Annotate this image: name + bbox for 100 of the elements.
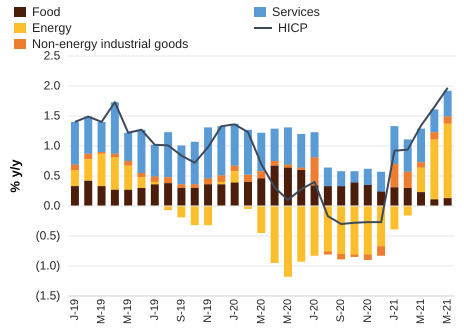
- x-tick-label: M-21: [415, 298, 428, 324]
- bar: [430, 199, 438, 206]
- bar: [297, 134, 306, 168]
- x-tick-label: M-20: [255, 298, 268, 324]
- bar: [324, 252, 332, 255]
- bar: [230, 166, 239, 172]
- bar: [124, 132, 132, 161]
- bar: [217, 184, 226, 206]
- bar: [350, 182, 358, 206]
- bar: [430, 139, 438, 200]
- bar: [284, 206, 292, 277]
- bar: [310, 132, 319, 158]
- legend-label: Energy: [32, 20, 72, 34]
- bar: [230, 182, 239, 206]
- bar: [390, 164, 398, 188]
- bar: [404, 139, 412, 172]
- x-tick-label: J-20: [228, 298, 241, 320]
- legend-label: Food: [32, 4, 60, 18]
- bar: [110, 154, 119, 158]
- bar: [310, 157, 319, 186]
- bar: [164, 206, 172, 210]
- bar: [84, 159, 92, 181]
- bar: [257, 206, 266, 233]
- x-tick-label: M-21: [442, 298, 454, 324]
- bar: [377, 172, 386, 192]
- bar: [70, 170, 79, 186]
- bar: [257, 171, 266, 178]
- bar: [150, 182, 159, 184]
- bar: [244, 206, 252, 209]
- x-tick-label: J-20: [308, 298, 321, 320]
- y-tick-label: (1.0): [36, 258, 60, 272]
- y-tick-label: 0.0: [44, 198, 61, 212]
- bar: [270, 128, 279, 161]
- bar: [190, 184, 199, 188]
- bar: [444, 116, 452, 124]
- x-tick-label: J-19: [148, 298, 161, 320]
- bar: [404, 172, 412, 188]
- bar: [417, 162, 426, 168]
- bar: [270, 160, 279, 166]
- bar: [164, 183, 172, 206]
- y-tick-label: 2.5: [44, 48, 61, 62]
- bar: [364, 184, 372, 206]
- bar: [164, 177, 172, 184]
- bar: [70, 122, 79, 165]
- bar: [110, 102, 119, 154]
- x-tick-label: N-20: [362, 298, 374, 323]
- bar: [84, 154, 92, 160]
- bar: [98, 154, 106, 186]
- bar: [124, 166, 132, 190]
- bar: [364, 206, 372, 255]
- y-tick-label: 2.0: [44, 78, 61, 92]
- bar: [177, 206, 186, 218]
- bar: [310, 206, 319, 256]
- bar: [190, 206, 199, 226]
- bar: [230, 124, 239, 166]
- x-tick-label: M-20: [282, 298, 294, 324]
- bar: [204, 184, 212, 206]
- bar: [417, 168, 426, 192]
- bar: [137, 177, 146, 188]
- legend-label: Non-energy industrial goods: [32, 36, 188, 50]
- x-tick-label: M-19: [122, 298, 134, 324]
- bar: [310, 186, 319, 206]
- bar: [350, 206, 358, 255]
- bar: [417, 128, 426, 162]
- bar: [404, 188, 412, 206]
- bar: [337, 206, 346, 254]
- y-tick-label: 1.0: [44, 138, 61, 152]
- bar: [98, 186, 106, 206]
- bar: [137, 188, 146, 206]
- bar: [150, 184, 159, 206]
- y-axis-title: % y/y: [7, 158, 22, 193]
- bar: [284, 127, 292, 165]
- bar: [244, 174, 252, 182]
- bar: [444, 124, 452, 198]
- bar: [124, 190, 132, 206]
- bar: [270, 166, 279, 206]
- bar: [84, 116, 92, 154]
- bar: [364, 254, 372, 260]
- bar: [150, 144, 159, 177]
- bar: [110, 190, 119, 206]
- bar: [244, 130, 252, 175]
- bar: [204, 127, 212, 178]
- bar: [297, 170, 306, 206]
- bar: [244, 182, 252, 206]
- bar: [377, 246, 386, 256]
- bar: [324, 186, 332, 206]
- bar: [404, 206, 412, 216]
- bar: [324, 168, 332, 186]
- y-tick-label: 0.5: [44, 168, 61, 182]
- legend-label: HICP: [278, 20, 308, 34]
- bar: [124, 160, 132, 166]
- bar: [390, 206, 398, 230]
- bar: [444, 90, 452, 117]
- bar: [70, 164, 79, 170]
- bar: [430, 109, 438, 132]
- bar: [390, 187, 398, 206]
- bar: [417, 192, 426, 206]
- bar: [177, 188, 186, 206]
- bar: [70, 186, 79, 206]
- bar: [270, 206, 279, 263]
